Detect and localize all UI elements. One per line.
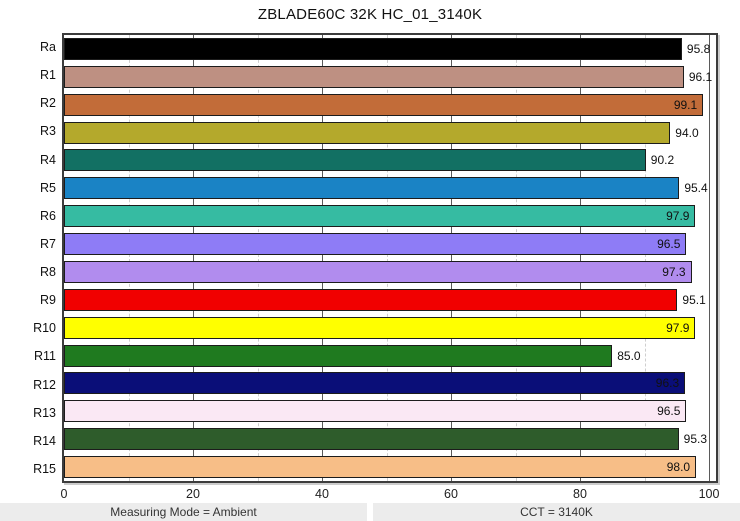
category-label: R2: [40, 96, 56, 111]
major-gridline: [709, 35, 710, 481]
bar-r13: 96.5: [64, 400, 687, 423]
bar-row: 96.3: [64, 370, 716, 398]
x-tick-label: 80: [573, 487, 587, 501]
bar-r1: [64, 65, 684, 88]
bar-row: 95.1: [64, 286, 716, 314]
bar-row: 90.2: [64, 147, 716, 175]
bar-r3: [64, 121, 671, 144]
category-label: R12: [33, 377, 56, 392]
bar-r9: [64, 288, 678, 311]
value-label: 95.8: [686, 41, 711, 56]
bar-row: 96.1: [64, 63, 716, 91]
bar-row: 98.0: [64, 453, 716, 481]
bar-row: 99.1: [64, 91, 716, 119]
gridlines: [64, 35, 716, 481]
category-label: R1: [40, 68, 56, 83]
bar-r12: 96.3: [64, 372, 686, 395]
major-gridline: [193, 35, 194, 481]
bar-r2: 99.1: [64, 93, 704, 116]
minor-gridline: [644, 35, 646, 481]
bar-r11: [64, 344, 613, 367]
bar-row: 95.8: [64, 35, 716, 63]
bar-row: 96.5: [64, 397, 716, 425]
value-label: 90.2: [650, 153, 675, 168]
value-label: 94.0: [675, 125, 699, 140]
category-label: R6: [40, 208, 56, 223]
category-label: R13: [33, 405, 56, 420]
category-label: R5: [40, 180, 56, 195]
bar-r4: [64, 149, 646, 172]
category-label: R7: [40, 236, 56, 251]
minor-gridline: [257, 35, 259, 481]
measuring-mode-label: Measuring Mode = Ambient: [0, 503, 367, 521]
minor-gridline: [515, 35, 517, 481]
category-label: R11: [33, 349, 56, 364]
y-axis-labels: Ra R1 R2 R3 R4 R5 R6 R7 R8 R9 R10 R11 R12 R13 R14 R15: [0, 33, 56, 483]
bar-row: 97.3: [64, 258, 716, 286]
value-label: 97.9: [666, 320, 690, 335]
bar-row: 95.3: [64, 425, 716, 453]
value-label: 95.1: [682, 292, 706, 307]
cct-label: CCT = 3140K: [373, 503, 740, 521]
chart-title: ZBLADE60C 32K HC_01_3140K: [257, 6, 483, 23]
x-tick-label: 100: [698, 487, 720, 501]
value-label: 96.3: [655, 376, 680, 391]
value-label: 98.0: [666, 460, 691, 475]
bar-r8: 97.3: [64, 260, 692, 283]
bar-r14: [64, 428, 679, 451]
major-gridline: [322, 35, 323, 481]
bar-r10: 97.9: [64, 316, 696, 339]
value-label: 96.5: [657, 404, 681, 419]
value-label: 96.5: [657, 237, 681, 252]
x-tick-label: 20: [186, 487, 200, 501]
plot-area: 95.8 96.1 99.1 94.0 90.2 95.4 97.9 96.5 97.3 95.1…: [62, 33, 718, 483]
category-label: R4: [40, 152, 56, 167]
minor-gridline: [386, 35, 388, 481]
major-gridline: [451, 35, 452, 481]
x-axis-labels: 0 20 40 60 80 100: [60, 487, 720, 503]
bar-r5: [64, 177, 680, 200]
x-tick-label: 60: [444, 487, 458, 501]
bar-rows: 95.8 96.1 99.1 94.0 90.2 95.4 97.9 96.5 97.3 95.1…: [64, 35, 716, 481]
category-label: R8: [40, 265, 56, 280]
major-gridline: [580, 35, 581, 481]
value-label: 85.0: [617, 348, 641, 363]
value-label: 95.3: [683, 432, 708, 447]
bar-row: 85.0: [64, 342, 716, 370]
x-tick-label: 40: [315, 487, 329, 501]
bar-r15: 98.0: [64, 456, 697, 479]
x-tick-label: 0: [60, 487, 68, 501]
value-label: 97.9: [666, 209, 690, 224]
bar-row: 97.9: [64, 314, 716, 342]
bar-ra: [64, 37, 682, 60]
value-label: 97.3: [662, 264, 686, 279]
bar-r6: 97.9: [64, 205, 696, 228]
bar-row: 95.4: [64, 174, 716, 202]
minor-gridline: [128, 35, 130, 481]
bar-row: 97.9: [64, 202, 716, 230]
category-label: R3: [40, 124, 56, 139]
category-label: R9: [40, 293, 56, 308]
category-label: R15: [33, 461, 56, 476]
category-label: Ra: [40, 40, 56, 55]
bar-row: 96.5: [64, 230, 716, 258]
value-label: 95.4: [684, 181, 708, 196]
category-label: R10: [33, 321, 56, 336]
bar-row: 94.0: [64, 119, 716, 147]
category-label: R14: [33, 433, 56, 448]
bar-r7: 96.5: [64, 233, 687, 256]
value-label: 96.1: [688, 69, 713, 84]
value-label: 99.1: [673, 97, 698, 112]
